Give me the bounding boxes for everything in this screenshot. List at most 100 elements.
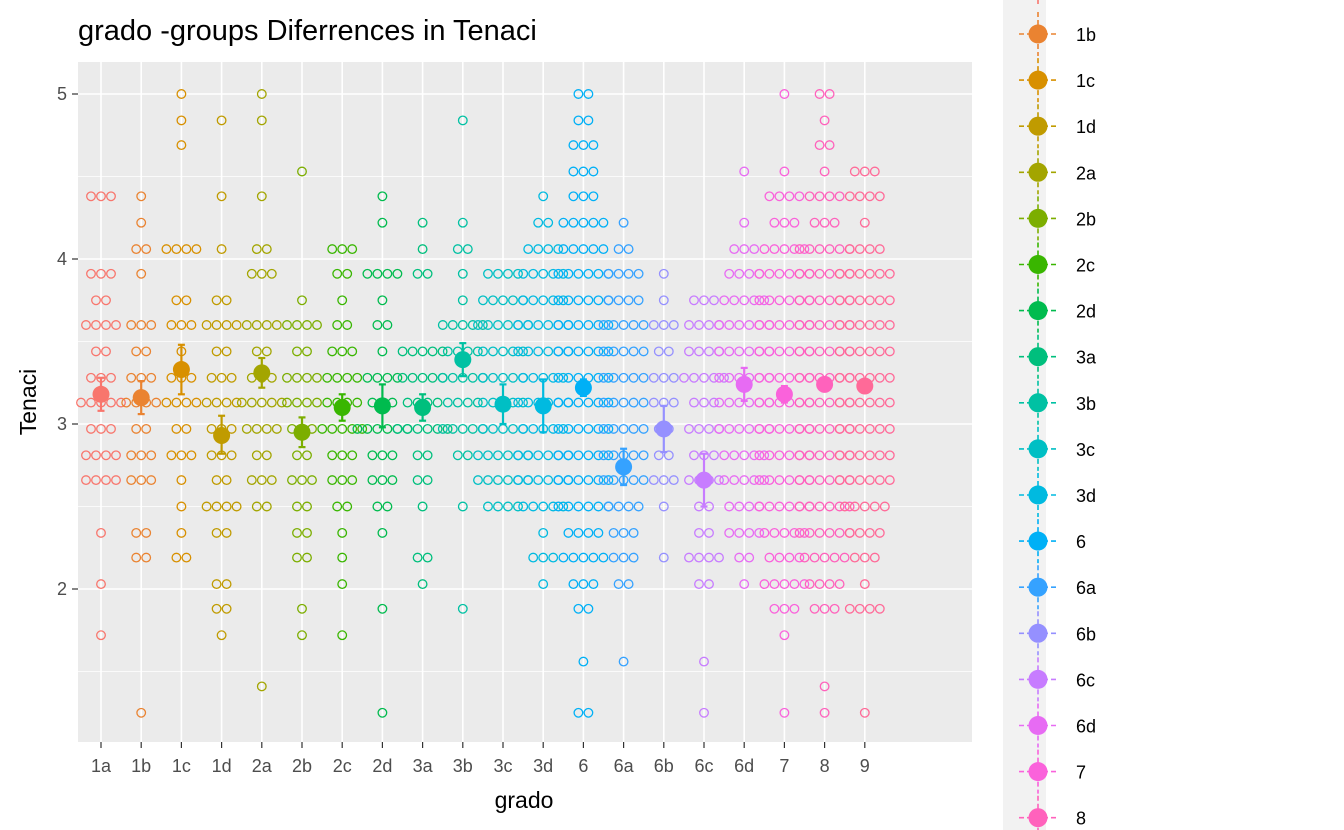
raw-point [814,501,825,512]
raw-point [548,268,559,279]
raw-point [754,501,765,512]
legend-label: 3a [1076,348,1097,368]
raw-point [578,656,589,667]
raw-point [251,244,262,255]
raw-point [588,191,599,202]
raw-point [854,346,865,357]
raw-point [714,372,725,383]
raw-point [543,244,554,255]
raw-point [769,579,780,590]
raw-point [141,346,152,357]
raw-point [849,552,860,563]
raw-point [297,603,307,614]
raw-point [779,707,790,718]
raw-point [608,475,619,486]
x-tick-label: 1c [172,756,191,776]
raw-point [608,397,619,408]
raw-point [874,527,885,538]
raw-point [854,450,865,461]
raw-point [241,423,252,434]
raw-point [377,707,388,718]
raw-point [181,244,192,255]
raw-point [618,527,629,538]
raw-point [417,501,428,512]
raw-point [141,527,152,538]
raw-point [216,630,227,641]
raw-point [543,320,554,330]
raw-point [201,501,212,512]
raw-point [794,397,805,408]
raw-point [794,552,805,563]
x-tick-label: 1b [131,756,151,776]
raw-point [714,346,725,357]
raw-point [483,450,493,461]
raw-point [668,397,679,408]
raw-point [739,475,750,486]
raw-point [834,450,845,461]
raw-point [824,295,835,306]
raw-point [774,372,785,383]
raw-point [598,372,609,383]
raw-point [332,320,343,330]
legend: 1b 1c 1d 2a 2b 2c 2d 3a 3b 3c 3d 6 6a 6b 6c 6d 7 8 [1019,0,1097,830]
raw-point [161,244,172,255]
raw-point [282,397,292,408]
raw-point [794,372,805,383]
raw-point [804,191,815,202]
raw-point [874,423,885,434]
raw-point [593,320,604,330]
raw-point [573,707,584,718]
raw-point [824,89,835,99]
raw-point [322,372,333,383]
raw-point [764,346,775,357]
raw-point [422,475,433,486]
raw-point [412,268,423,279]
raw-point [583,527,594,538]
raw-point [854,423,865,434]
raw-point [377,217,388,228]
raw-point [879,501,890,512]
raw-point [251,423,262,434]
raw-point [478,295,488,306]
raw-point [327,346,338,357]
raw-point [457,295,468,306]
raw-point [734,346,745,357]
raw-point [211,295,222,306]
raw-point [131,244,142,255]
raw-point [824,475,835,486]
raw-point [744,268,755,279]
raw-point [377,191,388,202]
raw-point [874,475,885,486]
mean-point [172,361,190,379]
raw-point [804,268,815,279]
raw-point [764,372,775,383]
raw-point [558,552,569,563]
raw-point [608,423,619,434]
raw-point [628,527,639,538]
raw-point [593,475,604,486]
raw-point [578,244,589,255]
raw-point [724,372,735,383]
raw-point [81,475,91,486]
raw-point [518,346,528,357]
raw-point [292,320,302,330]
raw-point [337,579,348,590]
raw-point [804,397,815,408]
raw-point [819,707,830,718]
raw-point [342,501,353,512]
raw-point [266,475,277,486]
raw-point [719,295,730,306]
legend-key-point [1028,24,1048,44]
raw-point [513,320,524,330]
raw-point [834,397,845,408]
raw-point [126,320,137,330]
mean-point [132,389,150,407]
raw-point [844,475,855,486]
raw-point [794,450,805,461]
raw-point [488,372,498,383]
raw-point [784,372,795,383]
raw-point [809,603,820,614]
raw-point [221,346,232,357]
raw-point [141,552,152,563]
raw-point [779,527,790,538]
